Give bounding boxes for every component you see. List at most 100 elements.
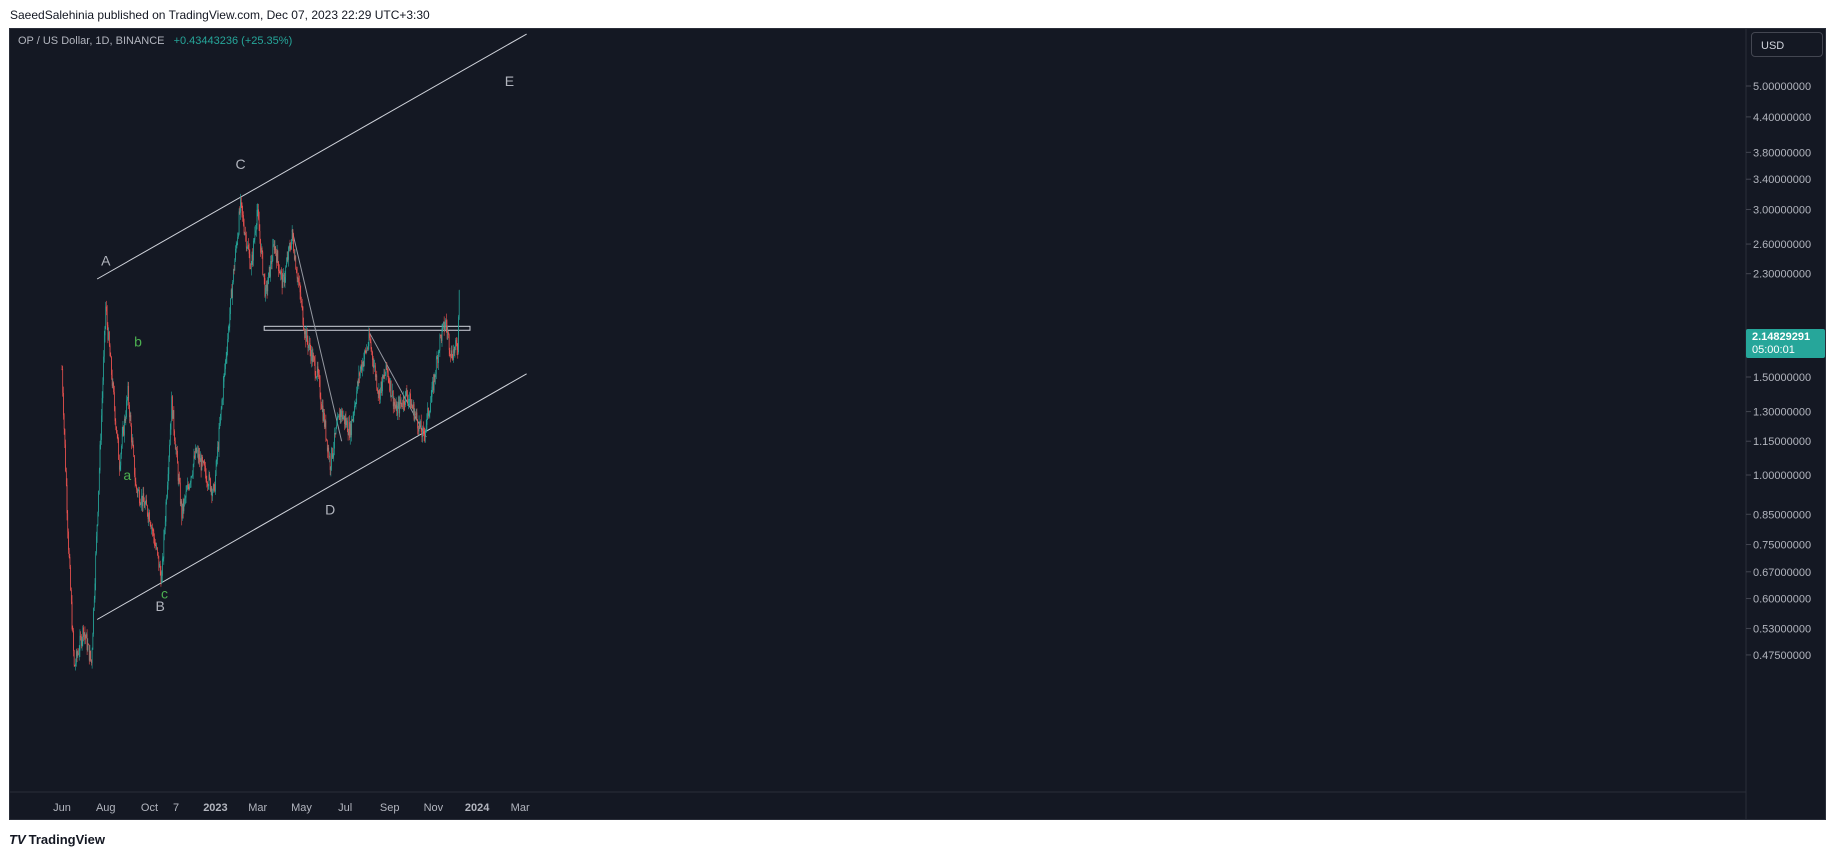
candle-body <box>99 444 101 471</box>
candle-body <box>179 477 180 483</box>
candle-body <box>268 266 270 273</box>
candle-body <box>404 404 406 406</box>
candle-body <box>361 364 363 371</box>
candle-body <box>314 360 316 376</box>
candle-body <box>189 484 190 490</box>
candle-body <box>309 343 310 346</box>
candle-body <box>151 527 153 531</box>
candle-body <box>316 376 317 378</box>
candle-body <box>195 448 197 453</box>
candle-body <box>279 271 281 275</box>
x-tick-label: 2024 <box>465 802 490 814</box>
candle-body <box>137 490 139 494</box>
candle-body <box>412 404 414 409</box>
candle-body <box>289 245 291 249</box>
x-tick-label: 7 <box>173 802 179 814</box>
candle-body <box>130 415 132 426</box>
candle-body <box>75 663 76 666</box>
y-tick-label: 0.67000000 <box>1753 567 1811 579</box>
candle-body <box>428 413 430 416</box>
candle-body <box>259 230 261 239</box>
candle-body <box>456 343 458 350</box>
candle-body <box>360 364 362 370</box>
candle-body <box>205 473 207 482</box>
candle-body <box>368 333 370 347</box>
candle-body <box>84 632 86 636</box>
candle-body <box>440 335 442 341</box>
candle-body <box>393 402 395 407</box>
candle-body <box>70 590 72 602</box>
candle-body <box>458 316 459 353</box>
candle-body <box>103 335 105 357</box>
candle-body <box>171 396 173 422</box>
wave-label-B: B <box>156 598 165 614</box>
candle-body <box>235 245 237 249</box>
candle-body <box>301 300 302 303</box>
candle-body <box>385 363 387 375</box>
candle-body <box>306 330 307 342</box>
candle-body <box>83 627 84 637</box>
price-chart[interactable]: 5.00000000 4.40000000 3.80000000 3.40000000… <box>10 29 1826 820</box>
candle-body <box>352 419 353 421</box>
candle-body <box>117 434 119 441</box>
candle-body <box>142 493 144 506</box>
candle-body <box>184 497 186 499</box>
candle-body <box>349 423 351 438</box>
x-tick-label: Aug <box>96 802 116 814</box>
candle-body <box>319 374 320 380</box>
wave-label-a: a <box>123 467 131 483</box>
chart-pane[interactable]: 5.00000000 4.40000000 3.80000000 3.40000000… <box>9 28 1826 820</box>
candle-body <box>426 414 428 425</box>
candle-body <box>230 289 232 299</box>
candle-body <box>383 374 385 378</box>
candle-body <box>93 599 95 609</box>
candle-body <box>351 419 353 436</box>
candle-body <box>169 444 170 458</box>
wave-label-D: D <box>325 501 335 517</box>
candle-body <box>269 266 271 277</box>
candle-body <box>387 368 388 373</box>
candle-body <box>336 425 337 429</box>
candle-body <box>428 408 429 416</box>
candle-body <box>220 408 222 414</box>
candle-body <box>115 421 117 427</box>
tradingview-logo[interactable]: TV TradingView <box>9 832 105 847</box>
candle-body <box>82 627 84 640</box>
candle-body <box>250 264 252 269</box>
candle-body <box>172 396 173 419</box>
candle-body <box>417 428 419 432</box>
candle-body <box>338 414 340 418</box>
candle-body <box>281 271 282 273</box>
currency-button[interactable]: USD <box>1751 32 1823 57</box>
candle-body <box>304 330 306 335</box>
candle-body <box>207 486 209 487</box>
candle-body <box>274 246 276 251</box>
candle-body <box>420 420 421 427</box>
candle-body <box>149 521 151 525</box>
candle-body <box>141 495 143 506</box>
candle-body <box>372 360 374 368</box>
candle-body <box>248 244 249 250</box>
candle-body <box>163 534 165 559</box>
candle-body <box>95 553 97 584</box>
candle-body <box>386 363 388 369</box>
candle-body <box>238 234 239 237</box>
candle-body <box>352 415 354 421</box>
candle-body <box>410 403 412 409</box>
candle-body <box>258 218 260 231</box>
candle-body <box>169 429 171 445</box>
candle-body <box>443 321 444 325</box>
candle-body <box>96 524 98 537</box>
candle-body <box>398 401 400 414</box>
candle-body <box>263 273 265 279</box>
candle-body <box>376 375 378 389</box>
candle-body <box>387 372 389 380</box>
candle-body <box>350 423 352 436</box>
candle-body <box>379 387 381 400</box>
candle-body <box>73 650 75 666</box>
candle-body <box>367 348 368 350</box>
y-tick-label: 1.30000000 <box>1753 407 1811 419</box>
candle-body <box>75 651 77 664</box>
candle-body <box>157 552 159 556</box>
candle-body <box>313 355 315 358</box>
